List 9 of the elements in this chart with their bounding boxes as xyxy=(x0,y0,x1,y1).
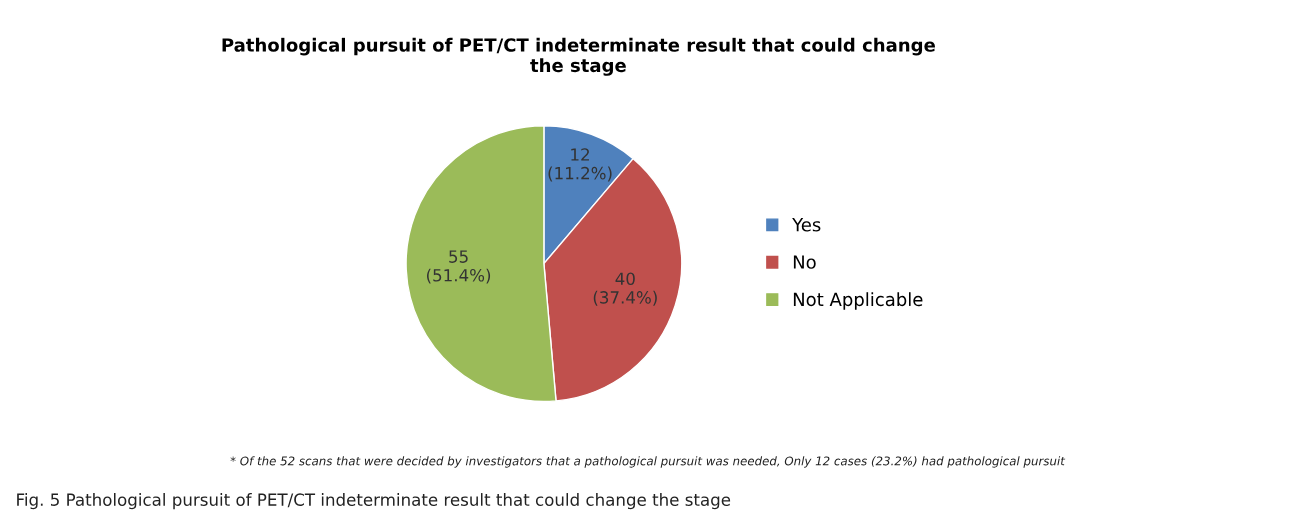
legend-label: Yes xyxy=(792,218,821,232)
caption: Fig. 5 Pathological pursuit of PET/CT indeterminate result that could change the stage xyxy=(17,493,731,510)
data-label: 40 (37.4%) xyxy=(593,272,657,306)
data-label: 55 (51.4%) xyxy=(427,250,491,284)
chart-title: Pathological pursuit of PET/CT indeterminate result that could change the stage xyxy=(222,37,935,76)
data-label: 12 (11.2%) xyxy=(548,148,612,182)
text: * Of the 52 scans that were decided by investigators that a pathological pursuit was needed, Only 12 cases (23.2%) had pathological pursuit xyxy=(230,456,1066,468)
legend-label: Not Applicable xyxy=(793,292,923,310)
legend-label: No xyxy=(793,255,816,269)
